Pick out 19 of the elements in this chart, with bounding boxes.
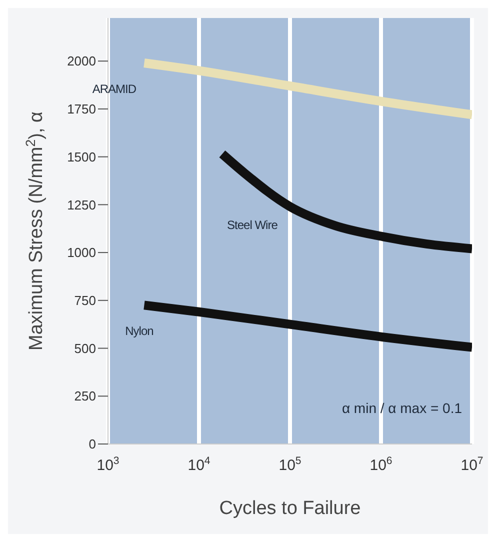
y-tick-label: 1500 <box>67 149 96 164</box>
y-tick-label: 1250 <box>67 197 96 212</box>
x-tick-label: 10$^{5}$ <box>278 455 302 474</box>
y-tick-label: 2000 <box>67 54 96 69</box>
series-label: Nylon <box>125 324 154 338</box>
x-axis-title: Cycles to Failure <box>219 498 361 519</box>
y-tick-label: 500 <box>74 340 96 356</box>
y-tick-label: 0 <box>88 436 96 452</box>
series-label: ARAMID <box>92 82 137 96</box>
annotation: α min / α max = 0.1 <box>342 400 462 416</box>
y-tick-label: 250 <box>74 388 96 404</box>
series-label: Steel Wire <box>227 218 278 232</box>
x-tick-label: 10$^{7}$ <box>460 455 484 474</box>
y-tick-label: 1750 <box>67 102 96 117</box>
x-tick-label: 10$^{6}$ <box>370 455 392 474</box>
x-tick-label: 10$^{4}$ <box>188 455 210 474</box>
y-tick-label: 1000 <box>67 245 96 260</box>
x-tick-label: 10$^{3}$ <box>96 455 120 474</box>
y-tick-label: 750 <box>74 293 96 308</box>
